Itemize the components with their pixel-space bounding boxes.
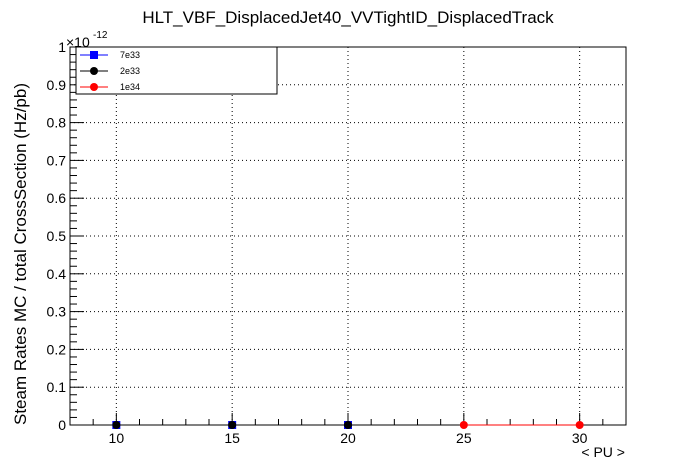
- series: [112, 421, 584, 429]
- y-tick-label: 0.2: [47, 341, 67, 357]
- legend: 7e33 2e33 1e34: [75, 46, 278, 95]
- y-tick-label: 0.6: [47, 190, 67, 206]
- x-axis-label: < PU >: [581, 444, 625, 460]
- y-tick-label: 0.8: [47, 115, 67, 131]
- axes: 10 15 20 25 30 0 0.1 0.2 0.3 0.4 0.5 0.6 0.7 0.8 0.9 1: [47, 39, 627, 446]
- legend-box: [75, 46, 278, 95]
- x-tick-label: 15: [224, 430, 240, 446]
- y-exponent: ×10 -12: [66, 30, 108, 50]
- legend-entry-2e33: 2e33: [80, 66, 140, 76]
- legend-label-2e33: 2e33: [120, 66, 140, 76]
- data-point-2e33: [228, 421, 237, 429]
- y-axis-label: Steam Rates MC / total CrossSection (Hz/…: [11, 83, 30, 425]
- y-exponent-base: ×10: [66, 34, 90, 50]
- y-exponent-power: -12: [93, 30, 108, 41]
- legend-marker-2e33: [90, 67, 98, 75]
- x-tick-label: 10: [109, 430, 125, 446]
- y-tick-label: 0.7: [47, 152, 67, 168]
- legend-entry-1e34: 1e34: [80, 82, 140, 92]
- y-tick-label: 0.3: [47, 304, 67, 320]
- y-tick-label: 0.5: [47, 228, 67, 244]
- data-point-1e34: [575, 421, 584, 429]
- legend-entry-7e33: 7e33: [80, 50, 140, 60]
- legend-marker-7e33: [90, 51, 98, 59]
- y-tick-label: 1: [58, 39, 66, 55]
- y-tick-label: 0.4: [47, 266, 67, 282]
- data-point-1e34: [459, 421, 468, 429]
- data-point-2e33: [112, 421, 121, 429]
- y-tick-label: 0.9: [47, 77, 67, 93]
- legend-label-7e33: 7e33: [120, 50, 140, 60]
- x-tick-label: 20: [340, 430, 356, 446]
- y-tick-label: 0.1: [47, 379, 67, 395]
- chart-title: HLT_VBF_DisplacedJet40_VVTightID_Displac…: [142, 8, 554, 27]
- x-tick-label: 25: [456, 430, 472, 446]
- legend-marker-1e34: [90, 83, 98, 91]
- x-tick-label: 30: [572, 430, 588, 446]
- legend-label-1e34: 1e34: [120, 82, 140, 92]
- y-tick-label: 0: [58, 417, 66, 433]
- data-point-2e33: [344, 421, 352, 429]
